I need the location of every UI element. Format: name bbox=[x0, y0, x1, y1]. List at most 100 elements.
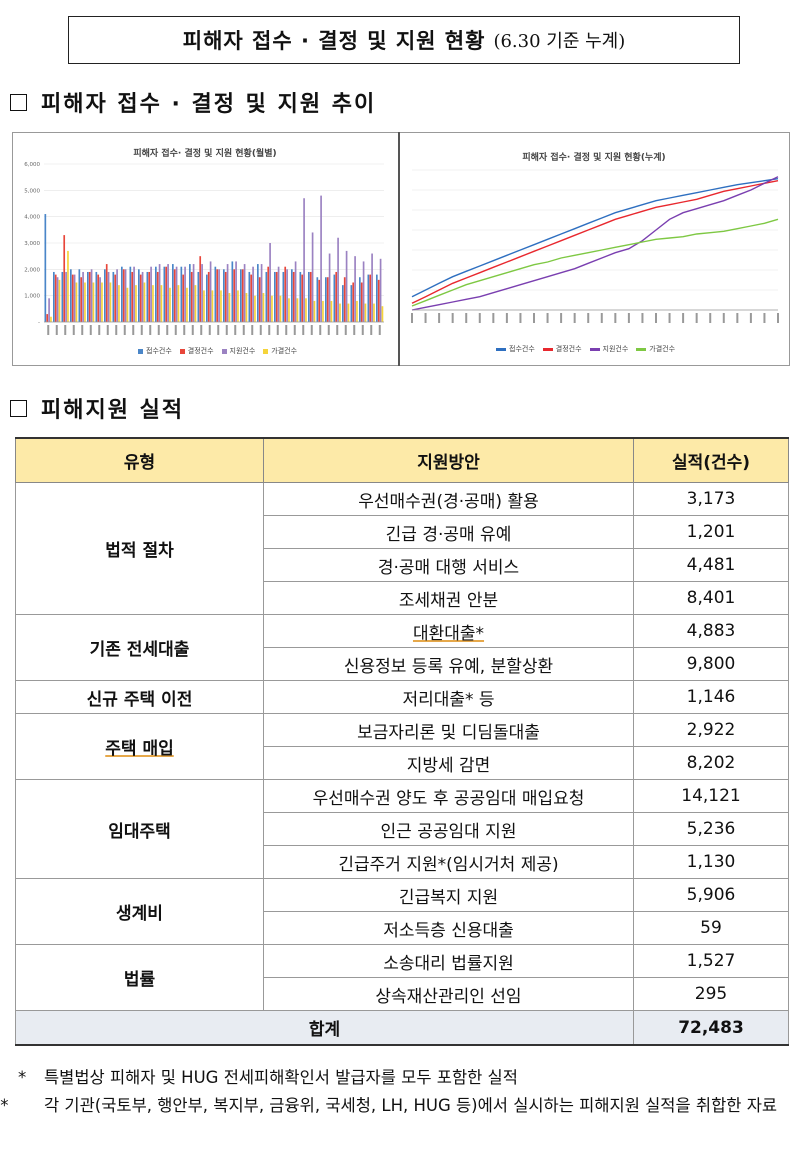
cumulative-line-chart bbox=[411, 169, 779, 323]
legend-swatch bbox=[636, 347, 647, 351]
x-tick-label bbox=[533, 313, 535, 323]
bar bbox=[301, 274, 304, 322]
x-tick-label bbox=[98, 325, 101, 335]
section-trend-heading: 피해자 접수 · 결정 및 지원 추이 bbox=[10, 86, 376, 118]
table-row: 저소득층 신용대출 59 bbox=[16, 911, 789, 945]
measure-cell: 보금자리론 및 디딤돌대출 bbox=[263, 713, 634, 747]
count-cell: 295 bbox=[633, 977, 789, 1011]
bar bbox=[325, 277, 327, 322]
bar bbox=[97, 274, 100, 322]
bar bbox=[87, 271, 89, 322]
x-tick-label bbox=[149, 325, 152, 335]
bar bbox=[269, 243, 271, 322]
type-cell: 생계비 bbox=[15, 878, 264, 945]
count-cell: 1,146 bbox=[633, 680, 789, 714]
col-header-type: 유형 bbox=[15, 437, 264, 483]
legend-swatch bbox=[179, 348, 185, 354]
bar bbox=[288, 298, 290, 322]
x-tick-label bbox=[478, 313, 481, 323]
bar bbox=[90, 269, 93, 322]
bar bbox=[180, 266, 183, 322]
bar bbox=[309, 271, 312, 322]
monthly-bar-chart: 6,000 5,000 4,000 3,000 2,000 1,000 - bbox=[24, 162, 384, 335]
x-tick-label bbox=[174, 325, 177, 335]
bar bbox=[133, 266, 135, 322]
x-tick-label bbox=[310, 325, 313, 335]
bar bbox=[286, 269, 288, 322]
bar bbox=[294, 261, 297, 322]
count-cell: 4,481 bbox=[633, 548, 789, 582]
bar bbox=[218, 269, 220, 322]
type-cell: 임대주택 bbox=[15, 779, 264, 879]
footnote-text: 각 기관(국토부, 행안부, 복지부, 금융위, 국세청, LH, HUG 등)… bbox=[44, 1096, 778, 1115]
section-trend-label: 피해자 접수 · 결정 및 지원 추이 bbox=[41, 92, 377, 117]
bar bbox=[48, 298, 50, 322]
bar bbox=[116, 269, 118, 322]
bar bbox=[143, 282, 146, 322]
col-header-count: 실적(건수) bbox=[633, 437, 789, 483]
y-tick-label: - bbox=[38, 320, 40, 326]
bar bbox=[88, 271, 91, 322]
legend-swatch bbox=[589, 347, 600, 351]
bar bbox=[311, 232, 314, 322]
x-tick-label bbox=[655, 313, 657, 323]
measure-cell: 지방세 감면 bbox=[263, 746, 634, 780]
bar bbox=[177, 285, 180, 322]
performance-table: 유형 지원방안 실적(건수) 법적 절차 우선매수권(경·공매) 활용 3,17… bbox=[15, 437, 789, 1046]
title-box: 피해자 접수 · 결정 및 지원 현황 (6.30 기준 누계) bbox=[68, 16, 740, 64]
bar bbox=[299, 271, 302, 322]
bar bbox=[296, 298, 299, 322]
x-tick-label bbox=[627, 313, 630, 323]
x-tick-label bbox=[587, 313, 590, 323]
measure-cell: 우선매수권(경·공매) 활용 bbox=[263, 482, 634, 516]
x-tick-label bbox=[336, 325, 339, 335]
legend-swatch bbox=[496, 347, 506, 351]
count-cell: 5,906 bbox=[633, 878, 789, 912]
x-tick-label bbox=[115, 325, 118, 335]
table-row: 지방세 감면 8,202 bbox=[16, 746, 789, 780]
x-tick-label bbox=[302, 325, 305, 335]
bar bbox=[199, 256, 202, 322]
bar bbox=[326, 277, 329, 322]
bar bbox=[254, 295, 256, 322]
x-tick-label bbox=[451, 313, 454, 323]
bar bbox=[308, 271, 310, 322]
bar bbox=[275, 271, 278, 322]
bar bbox=[160, 285, 163, 322]
bar bbox=[201, 264, 203, 322]
bar bbox=[167, 264, 169, 322]
y-tick-label: 2,000 bbox=[24, 267, 40, 273]
bar bbox=[207, 271, 210, 322]
bar bbox=[335, 271, 338, 322]
table-row: 긴급주거 지원*(임시거처 제공) 1,130 bbox=[16, 845, 789, 879]
bar bbox=[223, 269, 225, 322]
x-tick-label bbox=[682, 313, 685, 323]
measure-cell: 인근 공공임대 지원 bbox=[263, 812, 634, 846]
bar bbox=[75, 282, 78, 322]
table-row: 법률 소송대리 법률지원 1,527 bbox=[15, 944, 789, 1011]
bar bbox=[129, 266, 132, 322]
bar bbox=[271, 295, 273, 322]
bar bbox=[112, 271, 115, 322]
x-tick-label bbox=[259, 325, 262, 335]
type-cell: 주택 매입 bbox=[15, 713, 264, 780]
legend-label: 가결건수 bbox=[649, 345, 676, 353]
bar bbox=[216, 269, 219, 322]
table-row: 기존 전세대출 대환대출* 4,883 bbox=[15, 614, 789, 681]
footnote-mark: * bbox=[18, 1068, 27, 1087]
bar bbox=[377, 279, 380, 322]
x-tick-label bbox=[519, 313, 522, 323]
y-tick-label: 6,000 bbox=[24, 162, 40, 168]
bar bbox=[50, 316, 52, 322]
bar bbox=[152, 285, 154, 322]
measure-cell: 긴급복지 지원 bbox=[263, 878, 634, 912]
bar bbox=[381, 306, 384, 322]
measure-cell: 소송대리 법률지원 bbox=[263, 944, 634, 978]
measure-cell: 긴급주거 지원*(임시거처 제공) bbox=[263, 845, 634, 879]
bar bbox=[54, 274, 57, 322]
x-tick-label bbox=[709, 313, 712, 323]
series-line bbox=[411, 180, 779, 304]
bar bbox=[350, 285, 353, 322]
bar bbox=[328, 253, 331, 322]
bar bbox=[92, 282, 95, 322]
